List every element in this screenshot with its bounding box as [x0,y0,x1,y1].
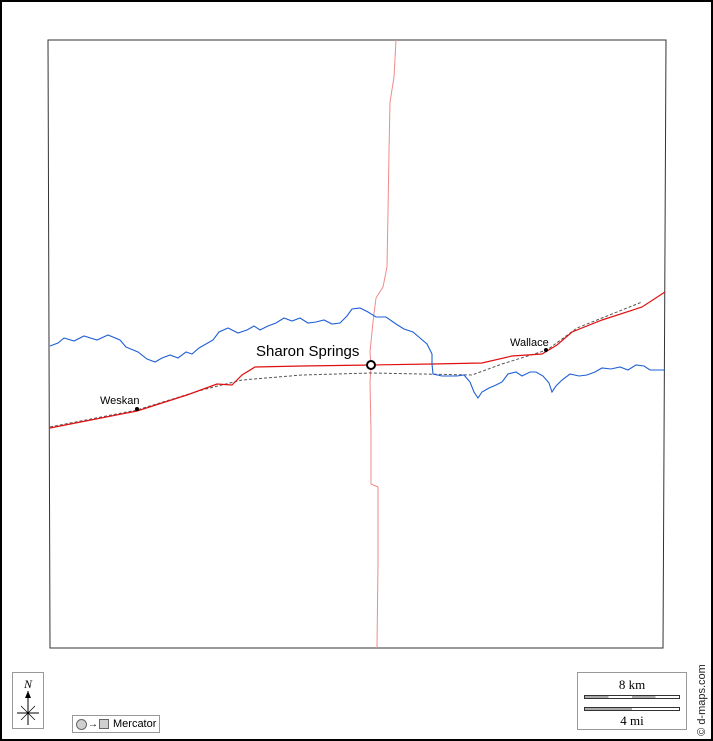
arrow-icon: → [88,718,98,730]
label-weskan: Weskan [100,395,140,407]
compass-rose: N [12,672,44,729]
scale-km-label: 8 km [618,677,646,692]
flat-map-icon [99,719,109,729]
credit-label: © d-maps.com [696,663,708,736]
label-sharon-springs: Sharon Springs [256,343,359,360]
label-wallace: Wallace [510,337,549,349]
scale-km-bar [584,695,680,699]
north-label: N [23,677,32,691]
credit: © d-maps.com [692,662,712,737]
county-boundary [47,39,667,649]
scale-bar: 8 km 4 mi [577,672,687,730]
globe-icon [76,718,87,730]
compass-arrow-icon [17,691,39,725]
highway-us40 [49,291,666,429]
scale-mi-label: 4 mi [620,713,644,728]
river-smoky-hill [49,307,665,399]
weskan-marker [135,407,139,411]
sharon-springs-marker [366,360,376,370]
wallace-marker [544,348,548,352]
minor-road-north-south [369,39,397,649]
scale-mi-bar [584,707,680,711]
projection-note: → Mercator [72,715,160,733]
projection-label: Mercator [113,718,157,730]
